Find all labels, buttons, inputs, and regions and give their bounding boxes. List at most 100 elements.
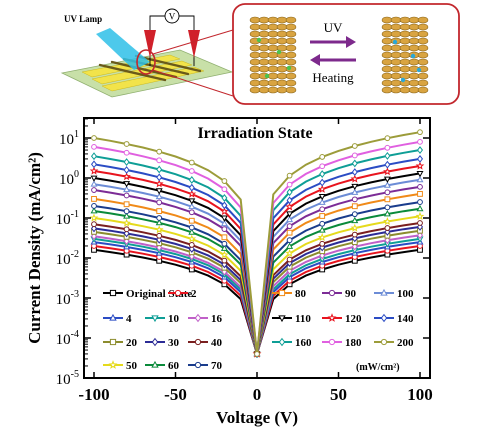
- nanowire-disc: [258, 79, 270, 87]
- data-point: [383, 167, 392, 176]
- data-point: [91, 143, 97, 150]
- nanowire-disc: [285, 44, 297, 52]
- data-point: [319, 220, 326, 227]
- data-point: [351, 196, 358, 203]
- data-point: [221, 257, 228, 264]
- data-point: [318, 193, 326, 201]
- legend-item: 20: [103, 337, 138, 349]
- nanowire-disc: [267, 58, 279, 66]
- legend-item: 50: [103, 360, 138, 372]
- legend-item: 180: [322, 337, 362, 349]
- nanowire-disc: [381, 72, 393, 80]
- x-axis-label: Voltage (V): [216, 408, 298, 427]
- data-point: [319, 154, 326, 160]
- nanowire-disc: [276, 79, 288, 87]
- data-point: [416, 146, 424, 154]
- legend-label: 70: [211, 360, 223, 372]
- y-tick-label: 10-4: [56, 329, 79, 348]
- nanowire-disc: [267, 86, 279, 94]
- uv-arrowhead: [346, 36, 356, 48]
- data-point: [91, 203, 97, 209]
- y-tick-label: 10-2: [56, 249, 79, 268]
- legend-label: 16: [211, 313, 223, 325]
- uv-arrow-label: UV: [324, 20, 343, 35]
- legend-item: 16: [188, 313, 223, 325]
- nanowire-disc: [417, 72, 429, 80]
- nanowire-disc: [417, 51, 429, 59]
- data-point: [188, 176, 195, 184]
- nanowire-disc: [390, 86, 402, 94]
- heating-arrow-label: Heating: [312, 70, 354, 85]
- nanowire-disc: [399, 65, 411, 73]
- nanowire-disc: [285, 37, 297, 45]
- data-point: [221, 193, 228, 202]
- data-point: [318, 198, 326, 205]
- data-point: [286, 211, 294, 218]
- nanowire-disc: [381, 86, 393, 94]
- data-point: [187, 234, 197, 243]
- data-point: [188, 217, 195, 224]
- nanowire-disc: [408, 58, 420, 66]
- data-point: [91, 187, 97, 193]
- data-point: [188, 245, 195, 253]
- y-axis-label: Current Density (mA/cm²): [25, 152, 44, 344]
- data-point: [286, 188, 293, 197]
- nanowire-disc: [399, 86, 411, 94]
- data-point: [194, 361, 202, 369]
- data-point: [89, 213, 99, 222]
- nanowire-disc: [408, 79, 420, 87]
- data-point: [221, 226, 228, 232]
- nanowire-disc: [267, 30, 279, 38]
- x-tick-label: -100: [78, 385, 109, 404]
- nanowire-disc: [399, 23, 411, 31]
- data-point: [156, 215, 163, 221]
- nanowire-disc: [399, 44, 411, 52]
- nanowire-disc: [381, 30, 393, 38]
- data-point: [417, 129, 423, 136]
- nanowire-disc: [417, 44, 429, 52]
- data-point: [156, 173, 163, 182]
- legend-label: 110: [295, 313, 311, 325]
- legend-label: 80: [295, 288, 307, 300]
- legend-item: 4: [103, 313, 132, 325]
- molecule-dot: [392, 39, 398, 45]
- nanowire-disc: [276, 65, 288, 73]
- nanowire-disc: [258, 58, 270, 66]
- data-point: [108, 360, 118, 369]
- data-point: [156, 148, 163, 155]
- nanowire-disc: [249, 86, 261, 94]
- nanowire-disc: [417, 37, 429, 45]
- data-point: [188, 168, 195, 174]
- data-point: [188, 209, 195, 216]
- magnifier-ring: [136, 49, 156, 75]
- nanowire-disc: [408, 72, 420, 80]
- data-point: [384, 196, 391, 203]
- data-point: [188, 242, 195, 248]
- legend-item: 30: [145, 337, 180, 349]
- nanowire-disc: [390, 30, 402, 38]
- data-point: [155, 188, 163, 195]
- legend-label: 50: [126, 360, 138, 372]
- nanowire-disc: [417, 16, 429, 24]
- nanowire-disc: [285, 51, 297, 59]
- nanowire-disc: [381, 16, 393, 24]
- data-point: [417, 191, 423, 197]
- nanowire-disc: [399, 51, 411, 59]
- nanowire-disc: [390, 16, 402, 24]
- data-point: [286, 181, 293, 188]
- nanowire-disc: [276, 58, 288, 66]
- data-point: [220, 207, 229, 216]
- data-point: [151, 315, 159, 323]
- data-point: [416, 222, 424, 231]
- legend-label: 160: [295, 337, 312, 349]
- data-point: [415, 161, 425, 170]
- nanowire-disc: [381, 51, 393, 59]
- data-point: [384, 144, 391, 151]
- data-point: [122, 172, 131, 181]
- legend-label: 200: [397, 337, 414, 349]
- y-axis-ticks: 10-5 10-4 10-3 10-2 10-1 100 101: [56, 118, 430, 388]
- nanowire-disc: [390, 58, 402, 66]
- data-point: [221, 240, 228, 247]
- data-point: [194, 338, 202, 346]
